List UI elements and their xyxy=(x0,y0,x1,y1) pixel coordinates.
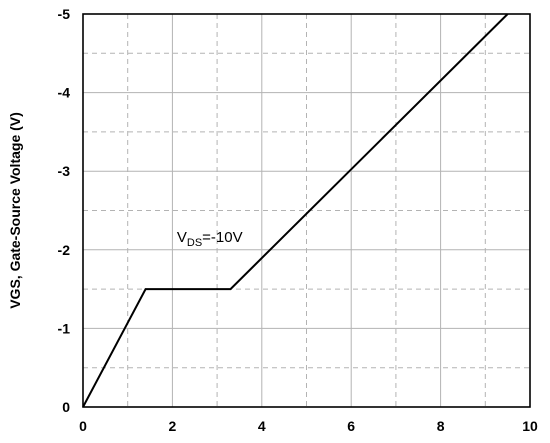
vds-annotation: VDS=-10V xyxy=(177,229,243,249)
y-tick-label: 0 xyxy=(62,399,70,415)
x-tick-label: 6 xyxy=(347,418,355,434)
plot-border xyxy=(82,13,531,408)
x-tick-label: 0 xyxy=(79,418,87,434)
y-tick-label: -4 xyxy=(58,85,71,101)
annotation-value: =-10V xyxy=(202,229,242,246)
annotation-base: V xyxy=(177,229,187,246)
annotation-subscript: DS xyxy=(187,237,202,249)
y-tick-label: -3 xyxy=(58,163,71,179)
x-tick-label: 8 xyxy=(437,418,445,434)
x-tick-label: 4 xyxy=(258,418,266,434)
y-axis-label: VGS, Gate-Source Voltage (V) xyxy=(7,112,23,309)
y-tick-label: -5 xyxy=(58,6,71,22)
series-line-0 xyxy=(82,13,509,408)
x-axis-ticks: 0 2 4 6 8 10 xyxy=(79,418,538,434)
grid xyxy=(83,14,530,407)
x-tick-label: 2 xyxy=(169,418,177,434)
x-tick-label: 10 xyxy=(522,418,538,434)
y-axis-ticks: 0 -1 -2 -3 -4 -5 xyxy=(58,6,71,415)
series xyxy=(82,13,509,408)
y-tick-label: -1 xyxy=(58,320,71,336)
y-tick-label: -2 xyxy=(58,242,71,258)
